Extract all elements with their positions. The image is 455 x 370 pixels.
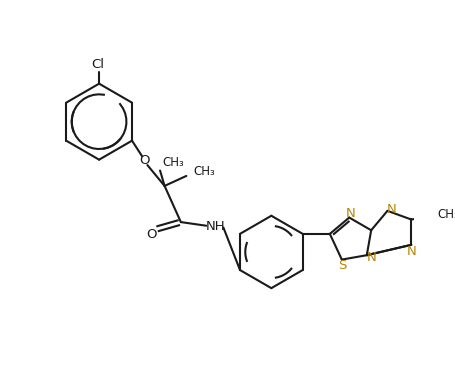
Text: NH: NH (205, 220, 225, 233)
Text: N: N (386, 202, 396, 215)
Text: O: O (139, 154, 150, 167)
Text: N: N (345, 208, 355, 221)
Text: Cl: Cl (91, 58, 104, 71)
Text: N: N (405, 245, 415, 258)
Text: S: S (337, 259, 345, 272)
Text: CH₃: CH₃ (162, 156, 184, 169)
Text: CH₃: CH₃ (436, 208, 455, 222)
Text: CH₃: CH₃ (193, 165, 215, 178)
Text: O: O (146, 228, 156, 241)
Text: N: N (366, 251, 375, 265)
